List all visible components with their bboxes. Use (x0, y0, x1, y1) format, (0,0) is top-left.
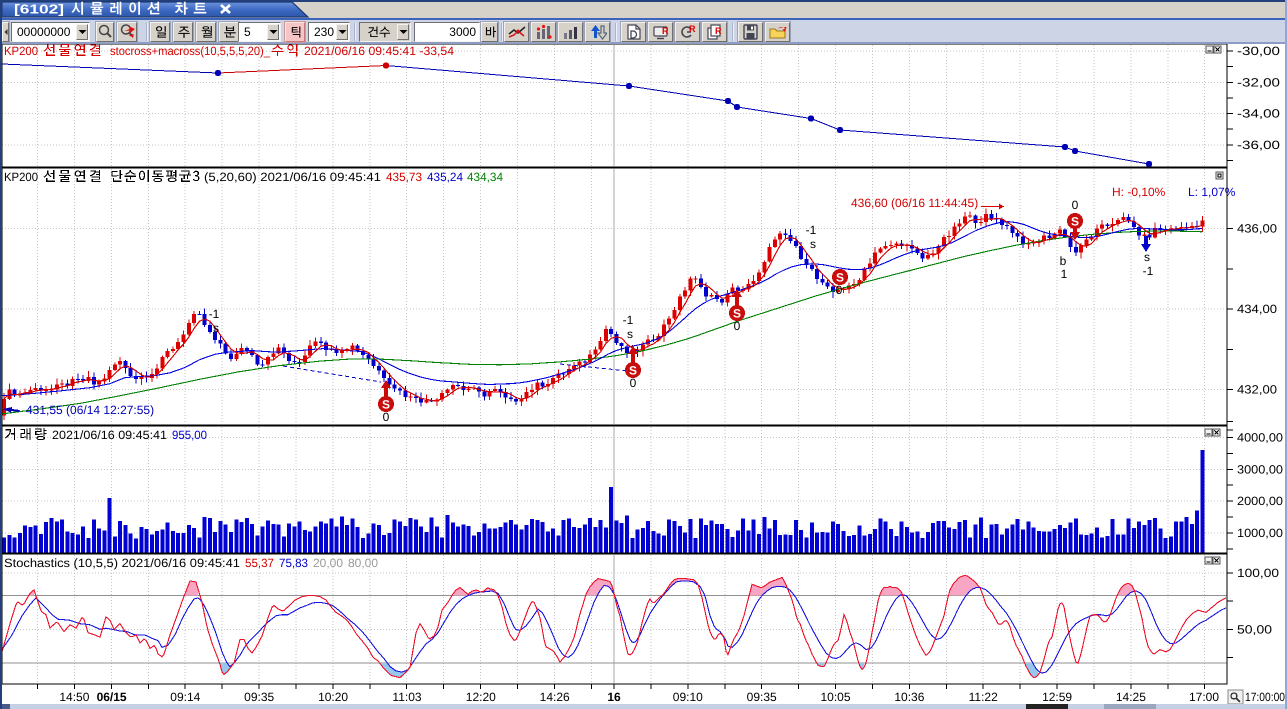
svg-text:435,24: 435,24 (427, 170, 463, 184)
svg-text:0: 0 (383, 410, 390, 424)
svg-text:-32,00: -32,00 (1237, 75, 1280, 89)
svg-text:11:03: 11:03 (392, 690, 421, 704)
svg-text:12:20: 12:20 (466, 690, 496, 704)
svg-text:10:05: 10:05 (820, 690, 850, 704)
svg-text:2021/06/16 09:45:41 -33,54: 2021/06/16 09:45:41 -33,54 (304, 44, 454, 58)
svg-text:12:59: 12:59 (1042, 690, 1072, 704)
svg-text:S: S (733, 307, 741, 321)
svg-text:17:00: 17:00 (1189, 690, 1219, 704)
svg-text:0: 0 (1072, 198, 1079, 212)
svg-text:-1: -1 (806, 223, 817, 237)
svg-text:3000,00: 3000,00 (1237, 462, 1283, 476)
svg-text:09:35: 09:35 (244, 690, 274, 704)
svg-text:R: R (662, 26, 669, 36)
svg-text:s: s (627, 327, 633, 341)
svg-text:H: -0,10%: H: -0,10% (1112, 185, 1166, 199)
svg-text:434,00: 434,00 (1237, 302, 1277, 316)
svg-text:-1: -1 (1143, 264, 1154, 278)
svg-text:-1: -1 (623, 313, 634, 327)
svg-text:R: R (689, 24, 696, 34)
svg-text:75,83: 75,83 (279, 556, 308, 570)
svg-text:-1: -1 (209, 307, 220, 321)
svg-text:09:14: 09:14 (170, 690, 200, 704)
svg-text:10:20: 10:20 (318, 690, 348, 704)
svg-text:Stochastics (10,5,5) 2021/06: Stochastics (10,5,5) 2021/06/16 09:45:41 (4, 556, 240, 570)
svg-text:(5,20,60) 2021/06/16 09:45:41: (5,20,60) 2021/06/16 09:45:41 (204, 170, 381, 184)
svg-text:55,37: 55,37 (245, 556, 274, 570)
svg-text:stocross+macross(10,5,5,5,20)_: stocross+macross(10,5,5,5,20)_ (110, 44, 270, 58)
svg-text:KP200: KP200 (4, 44, 38, 58)
svg-text:S: S (1071, 215, 1079, 229)
svg-text:434,34: 434,34 (467, 170, 503, 184)
svg-text:[6102]: [6102] (14, 3, 64, 17)
svg-text:436,00: 436,00 (1237, 222, 1277, 236)
svg-text:50,00: 50,00 (1237, 622, 1272, 636)
svg-text:09:10: 09:10 (673, 690, 703, 704)
svg-text:436,60 (06/16 11:44:45): 436,60 (06/16 11:44:45) (851, 196, 978, 210)
svg-text:s: s (810, 237, 816, 251)
svg-text:10:36: 10:36 (894, 690, 924, 704)
svg-text:14:25: 14:25 (1116, 690, 1146, 704)
svg-text:s: s (1144, 250, 1150, 264)
svg-text:S: S (629, 364, 637, 378)
svg-text:R: R (715, 26, 722, 36)
svg-text:-30,00: -30,00 (1237, 44, 1280, 58)
svg-text:S: S (382, 398, 390, 412)
svg-text:435,73: 435,73 (386, 170, 422, 184)
svg-text:-34,00: -34,00 (1237, 107, 1280, 121)
svg-text:0: 0 (836, 283, 843, 297)
svg-text:11:22: 11:22 (969, 690, 998, 704)
svg-text:2000,00: 2000,00 (1237, 494, 1283, 508)
svg-text:80,00: 80,00 (348, 556, 378, 570)
svg-text:-36,00: -36,00 (1237, 138, 1280, 152)
svg-text:0: 0 (630, 376, 637, 390)
svg-text:1000,00: 1000,00 (1237, 526, 1283, 540)
svg-text:4000,00: 4000,00 (1237, 430, 1283, 444)
svg-text:17:00:00: 17:00:00 (1245, 690, 1285, 704)
svg-text:S: S (836, 271, 844, 285)
svg-text:100,00: 100,00 (1237, 566, 1279, 580)
svg-text:09:35: 09:35 (747, 690, 777, 704)
svg-text:955,00: 955,00 (172, 428, 207, 442)
svg-text:432,00: 432,00 (1237, 383, 1277, 397)
svg-text:KP200: KP200 (4, 170, 38, 184)
svg-text:14:26: 14:26 (540, 690, 570, 704)
svg-text:L: 1,07%: L: 1,07% (1188, 185, 1236, 199)
svg-text:2021/06/16 09:45:41: 2021/06/16 09:45:41 (52, 428, 167, 442)
svg-text:s: s (213, 321, 219, 335)
svg-text:16: 16 (607, 690, 621, 704)
svg-text:20,00: 20,00 (313, 556, 343, 570)
svg-text:14:50: 14:50 (59, 690, 89, 704)
svg-text:431,55 (06/14 12:27:55): 431,55 (06/14 12:27:55) (26, 403, 154, 417)
svg-text:06/15: 06/15 (97, 690, 127, 704)
svg-text:1: 1 (1061, 267, 1068, 281)
svg-text:0: 0 (734, 319, 741, 333)
svg-text:b: b (1060, 254, 1067, 268)
